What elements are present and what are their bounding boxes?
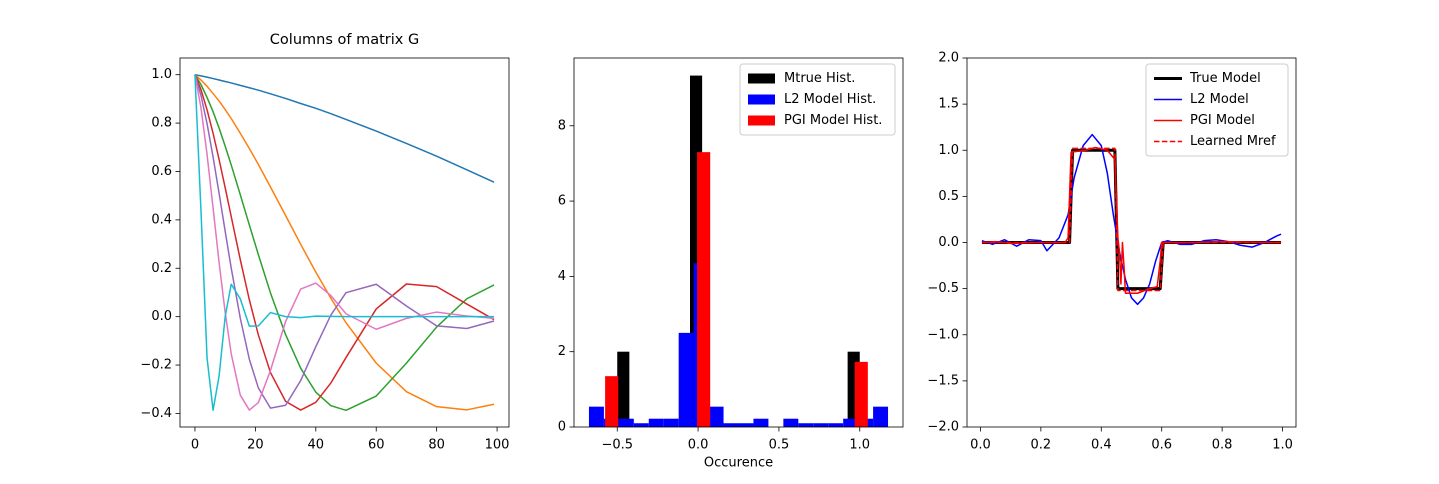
y-tick-label: 0.2 — [151, 261, 172, 276]
x-axis-label: Occurence — [704, 456, 773, 471]
series-line — [194, 74, 495, 409]
axes: 0 20 40 60 80 100 −0.4 −0.2 0.0 0.2 0.4 0.6 0.8 1.0 Co… — [140, 32, 509, 453]
legend-swatch — [748, 94, 775, 105]
y-tick-label: −2.0 — [927, 420, 959, 435]
y-tick-label: 0.4 — [151, 212, 172, 227]
series-line — [194, 73, 495, 183]
y-tick-label: 0.6 — [151, 164, 172, 179]
y-tick-label: −0.5 — [927, 281, 959, 296]
hist-bar — [738, 423, 754, 427]
plot-area — [194, 73, 495, 412]
x-tick-label: 0.8 — [1212, 438, 1233, 453]
hist-bar — [588, 406, 604, 427]
y-tick-label: 6 — [558, 194, 566, 209]
x-tick-label: 60 — [368, 438, 385, 453]
legend-swatch — [748, 73, 775, 84]
y-tick-label: 8 — [558, 118, 566, 133]
x-tick-label: 0.5 — [769, 438, 790, 453]
x-tick-label: 20 — [247, 438, 264, 453]
x-tick-label: 0.0 — [688, 438, 709, 453]
y-tick-label: −1.5 — [927, 373, 959, 388]
hist-bar — [828, 423, 844, 427]
series-line — [194, 74, 495, 412]
axes-frame — [573, 57, 904, 428]
hist-bar — [873, 406, 889, 427]
axes: −0.5 0.0 0.5 1.0 0 2 4 6 8 Occurence Mtrue Hist. L2… — [558, 57, 904, 471]
hist-bar — [663, 418, 679, 427]
hist-bar — [633, 423, 649, 427]
y-tick-label: 0.8 — [151, 116, 172, 131]
legend-label: L2 Model Hist. — [784, 92, 876, 107]
series-line — [194, 74, 495, 411]
y-tick-label: 2 — [558, 344, 566, 359]
legend: Mtrue Hist. L2 Model Hist. PGI Model Hist. — [739, 63, 896, 136]
legend-label: PGI Model Hist. — [784, 113, 882, 128]
x-tick-label: 40 — [308, 438, 325, 453]
hist-bar — [783, 418, 799, 427]
legend-label: True Model — [1189, 71, 1261, 86]
hist-bar — [618, 418, 634, 427]
axes-frame — [179, 57, 510, 428]
hist-bar — [753, 418, 769, 427]
y-tick-label: 0.0 — [938, 235, 959, 250]
legend: True Model L2 Model PGI Model Learned Mref — [1145, 63, 1289, 157]
y-tick-label: 1.0 — [938, 143, 959, 158]
y-tick-label: −0.4 — [140, 406, 172, 421]
y-tick-label: 0.5 — [938, 189, 959, 204]
hist-bar — [648, 418, 664, 427]
hist-bar — [854, 361, 868, 427]
hist-bar — [708, 406, 724, 427]
legend-label: L2 Model — [1190, 92, 1249, 107]
legend-label: PGI Model — [1190, 113, 1255, 128]
hist-bar — [697, 152, 711, 427]
hist-bar — [843, 418, 859, 427]
x-tick-label: 1.0 — [849, 438, 870, 453]
legend-swatch — [748, 115, 775, 126]
series-line — [194, 74, 495, 411]
plot-area — [981, 133, 1282, 306]
y-tick-label: 1.5 — [938, 97, 959, 112]
axes: 0.0 0.2 0.4 0.6 0.8 1.0 −2.0 −1.5 −1.0 −0.5 0.0 0.5… — [927, 51, 1297, 453]
legend-label: Mtrue Hist. — [784, 71, 855, 86]
legend-label: Learned Mref — [1190, 134, 1276, 149]
x-tick-label: 80 — [428, 438, 445, 453]
y-tick-label: 0.0 — [151, 309, 172, 324]
y-tick-label: −0.2 — [140, 358, 172, 373]
x-tick-label: 1.0 — [1272, 438, 1293, 453]
hist-bar — [605, 376, 619, 427]
series-line — [194, 74, 495, 412]
legend-box — [1145, 63, 1289, 157]
x-tick-label: 0 — [191, 438, 199, 453]
chart-title: Columns of matrix G — [270, 32, 419, 48]
hist-bar — [723, 423, 739, 427]
x-tick-label: −0.5 — [601, 438, 633, 453]
y-tick-label: −1.0 — [927, 327, 959, 342]
y-tick-label: 4 — [558, 269, 566, 284]
series-line — [981, 133, 1282, 306]
hist-bar — [678, 332, 694, 427]
x-tick-label: 100 — [485, 438, 510, 453]
plot-area — [588, 75, 889, 427]
x-tick-label: 0.4 — [1091, 438, 1112, 453]
hist-bar — [798, 423, 814, 427]
x-tick-label: 0.6 — [1151, 438, 1172, 453]
y-tick-label: 2.0 — [938, 51, 959, 66]
legend-box — [739, 63, 896, 136]
x-tick-label: 0.0 — [970, 438, 991, 453]
y-tick-label: 0 — [558, 420, 566, 435]
series-line — [194, 74, 495, 411]
x-tick-label: 0.2 — [1031, 438, 1052, 453]
hist-bar — [617, 351, 630, 427]
y-tick-label: 1.0 — [151, 67, 172, 82]
series-line — [981, 147, 1282, 292]
hist-bar — [813, 423, 829, 427]
